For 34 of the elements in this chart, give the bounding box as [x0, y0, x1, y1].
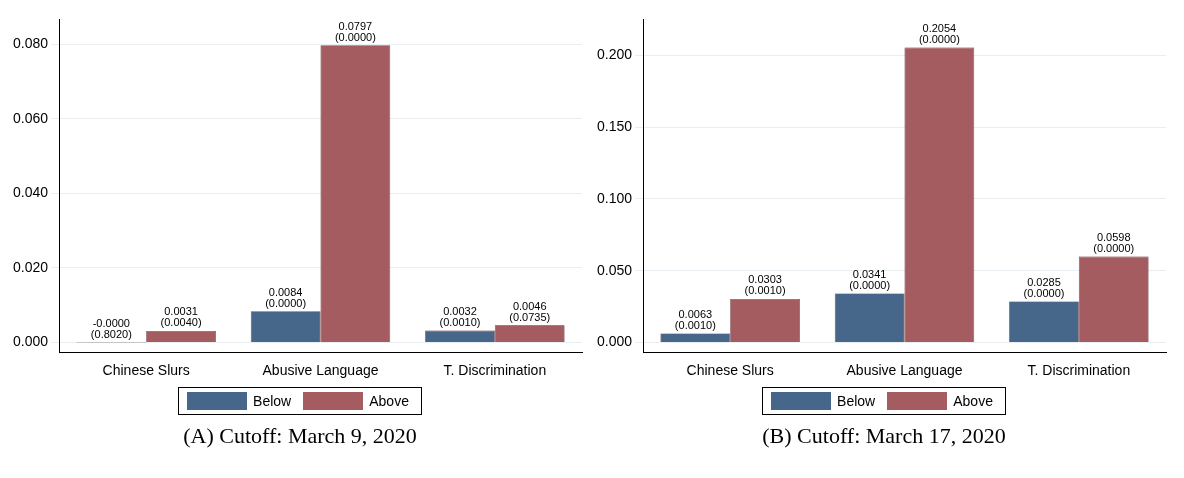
y-tick-label: 0.060: [12, 109, 49, 126]
data-label: 0.0341 (0.0000): [849, 268, 891, 292]
data-label: 0.0032 (0.0010): [439, 305, 481, 329]
legend-label: Above: [953, 393, 993, 409]
y-tick-label: 0.100: [596, 189, 633, 206]
data-label: 0.0031 (0.0040): [160, 305, 202, 329]
data-label: 0.0063 (0.0010): [674, 307, 716, 331]
x-tick-label: Chinese Slurs: [102, 362, 190, 379]
x-tick-label: Abusive Language: [262, 362, 379, 379]
y-tick-label: 0.150: [596, 117, 633, 134]
x-tick-label: T. Discrimination: [1027, 362, 1131, 379]
y-tick-label: 0.050: [596, 261, 633, 278]
data-label: 0.0797 (0.0000): [334, 19, 376, 43]
x-tick-label: Chinese Slurs: [686, 362, 774, 379]
y-tick-label: 0.000: [596, 333, 633, 350]
y-tick-label: 0.040: [12, 184, 49, 201]
x-tick-label: T. Discrimination: [443, 362, 547, 379]
data-label: 0.0598 (0.0000): [1093, 231, 1135, 255]
x-tick-label: Abusive Language: [846, 362, 963, 379]
data-label: -0.0000 (0.8020): [90, 317, 132, 341]
y-tick-label: 0.200: [596, 46, 633, 63]
text: (B) Cutoff: March 17, 2020: [762, 423, 1006, 449]
data-label: 0.2054 (0.0000): [918, 22, 960, 46]
y-tick-label: 0.020: [12, 258, 49, 275]
y-tick-label: 0.080: [12, 34, 49, 51]
data-label: 0.0046 (0.0735): [509, 299, 551, 323]
data-label: 0.0285 (0.0000): [1023, 276, 1065, 300]
legend-label: Below: [837, 393, 876, 409]
data-label: 0.0084 (0.0000): [265, 285, 307, 309]
legend-label: Below: [253, 393, 292, 409]
legend-label: Above: [369, 393, 409, 409]
data-label: 0.0303 (0.0010): [744, 273, 786, 297]
text: (A) Cutoff: March 9, 2020: [183, 423, 417, 449]
y-tick-label: 0.000: [12, 333, 49, 350]
